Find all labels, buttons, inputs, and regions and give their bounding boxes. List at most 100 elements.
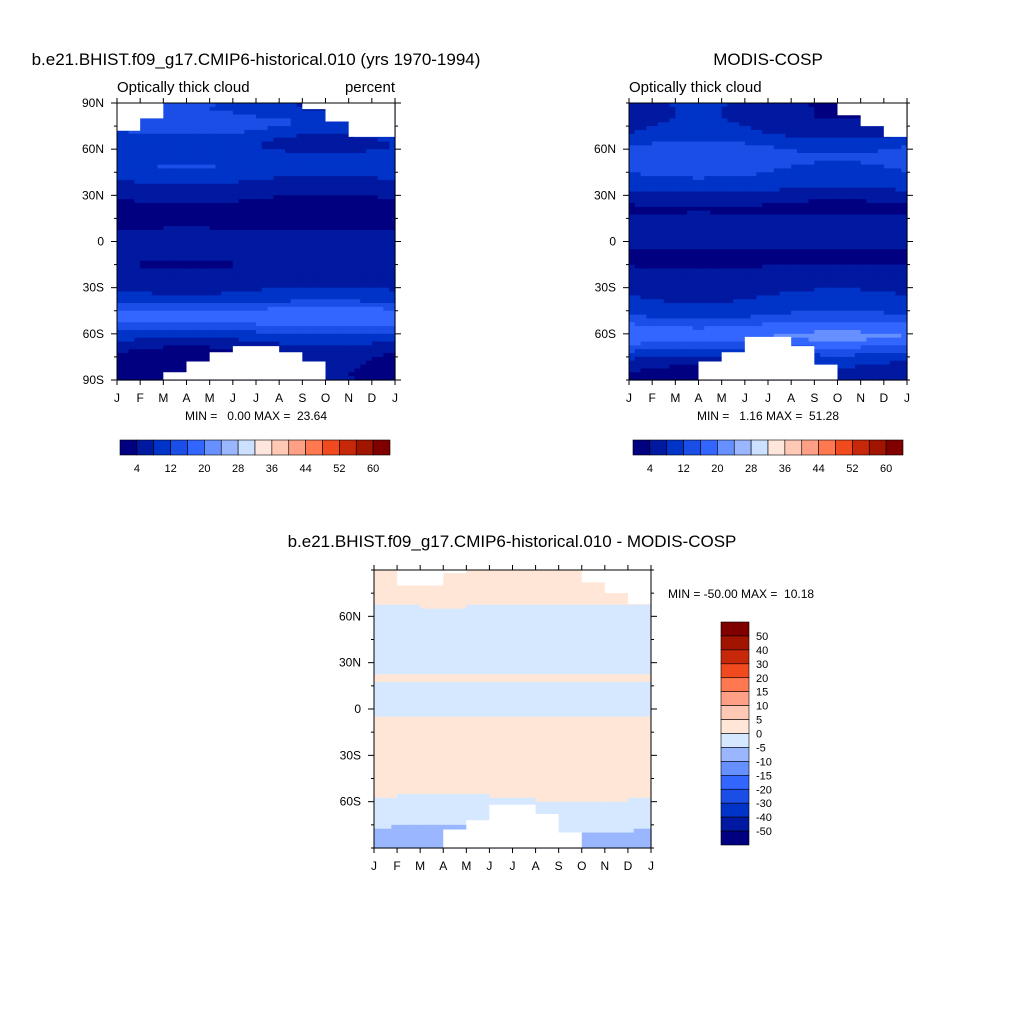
- heatmap-cell: [180, 314, 188, 320]
- heatmap-cell: [733, 126, 740, 131]
- heatmap-cell: [657, 145, 665, 150]
- heatmap-cell: [308, 137, 315, 143]
- heatmap-cell: [122, 179, 130, 185]
- heatmap-cell: [203, 287, 211, 293]
- heatmap-cell: [686, 206, 694, 212]
- heatmap-cell: [733, 118, 740, 123]
- heatmap-cell: [180, 326, 188, 331]
- heatmap-cell: [313, 333, 321, 339]
- heatmap-cell: [267, 272, 274, 277]
- heatmap-cell: [866, 164, 873, 170]
- heatmap-cell: [169, 299, 176, 304]
- heatmap-cell: [704, 133, 711, 139]
- heatmap-cell: [739, 187, 746, 193]
- heatmap-cell: [744, 153, 752, 158]
- heatmap-cell: [192, 272, 199, 277]
- heatmap-cell: [785, 203, 792, 208]
- heatmap-cell: [128, 218, 135, 223]
- heatmap-cell: [629, 199, 636, 204]
- heatmap-cell: [151, 360, 159, 366]
- heatmap-cell: [134, 314, 141, 320]
- heatmap-cell: [180, 141, 188, 146]
- heatmap-cell: [203, 199, 211, 204]
- heatmap-cell: [203, 272, 211, 277]
- heatmap-cell: [145, 303, 153, 308]
- heatmap-cell: [796, 203, 804, 208]
- heatmap-cell: [238, 260, 246, 266]
- heatmap-cell: [825, 187, 833, 193]
- heatmap-cell: [198, 137, 205, 143]
- heatmap-cell: [250, 176, 257, 181]
- heatmap-cell: [238, 149, 246, 154]
- heatmap-cell: [629, 191, 636, 196]
- heatmap-cell: [244, 245, 251, 250]
- heatmap-cell: [203, 279, 211, 285]
- heatmap-cell: [342, 222, 350, 227]
- heatmap-cell: [296, 133, 303, 139]
- heatmap-cell: [744, 103, 752, 108]
- heatmap-cell: [831, 149, 839, 154]
- heatmap-cell: [192, 356, 199, 362]
- heatmap-cell: [279, 260, 286, 266]
- heatmap-cell: [256, 287, 263, 293]
- heatmap-cell: [739, 214, 746, 220]
- heatmap-cell: [284, 329, 292, 335]
- heatmap-cell: [169, 183, 176, 189]
- heatmap-cell: [739, 103, 746, 108]
- heatmap-cell: [366, 314, 373, 320]
- heatmap-cell: [663, 129, 671, 135]
- heatmap-cell: [878, 133, 885, 139]
- heatmap-cell: [163, 256, 170, 262]
- heatmap-cell: [174, 329, 182, 335]
- heatmap-cell: [308, 337, 315, 343]
- heatmap-cell: [308, 191, 315, 196]
- heatmap-cell: [860, 203, 868, 208]
- heatmap-cell: [169, 295, 176, 300]
- heatmap-cell: [203, 233, 211, 239]
- heatmap-cell: [198, 283, 205, 289]
- heatmap-cell: [762, 176, 769, 181]
- heatmap-cell: [192, 110, 199, 116]
- heatmap-cell: [808, 129, 815, 135]
- heatmap-cell: [698, 164, 705, 170]
- heatmap-cell: [383, 183, 390, 189]
- heatmap-cell: [157, 299, 164, 304]
- heatmap-cell: [878, 172, 885, 177]
- heatmap-cell: [773, 168, 781, 173]
- heatmap-cell: [174, 349, 182, 354]
- heatmap-cell: [762, 103, 769, 108]
- heatmap-cell: [296, 318, 303, 323]
- heatmap-cell: [203, 256, 211, 262]
- heatmap-cell: [860, 199, 868, 204]
- heatmap-cell: [308, 241, 315, 246]
- heatmap-cell: [325, 237, 332, 243]
- heatmap-cell: [221, 299, 228, 304]
- heatmap-cell: [389, 222, 396, 227]
- heatmap-cell: [279, 103, 286, 108]
- heatmap-cell: [296, 276, 303, 281]
- heatmap-cell: [820, 141, 827, 146]
- heatmap-cell: [762, 114, 769, 119]
- heatmap-cell: [157, 272, 164, 277]
- heatmap-cell: [634, 214, 642, 220]
- heatmap-cell: [360, 264, 367, 270]
- heatmap-cell: [174, 276, 182, 281]
- heatmap-cell: [163, 341, 170, 346]
- heatmap-cell: [342, 345, 350, 350]
- heatmap-cell: [360, 276, 367, 281]
- heatmap-cell: [325, 356, 332, 362]
- heatmap-cell: [250, 333, 257, 339]
- heatmap-cell: [878, 164, 885, 170]
- heatmap-cell: [652, 176, 659, 181]
- heatmap-cell: [267, 118, 274, 123]
- heatmap-cell: [377, 187, 385, 193]
- heatmap-cell: [872, 160, 879, 166]
- x-tick-label: F: [136, 391, 143, 405]
- heatmap-cell: [145, 145, 153, 150]
- heatmap-cell: [174, 314, 182, 320]
- heatmap-cell: [256, 187, 263, 193]
- heatmap-cell: [681, 110, 688, 116]
- heatmap-cell: [744, 114, 752, 119]
- heatmap-cell: [727, 214, 734, 220]
- heatmap-cell: [325, 191, 332, 196]
